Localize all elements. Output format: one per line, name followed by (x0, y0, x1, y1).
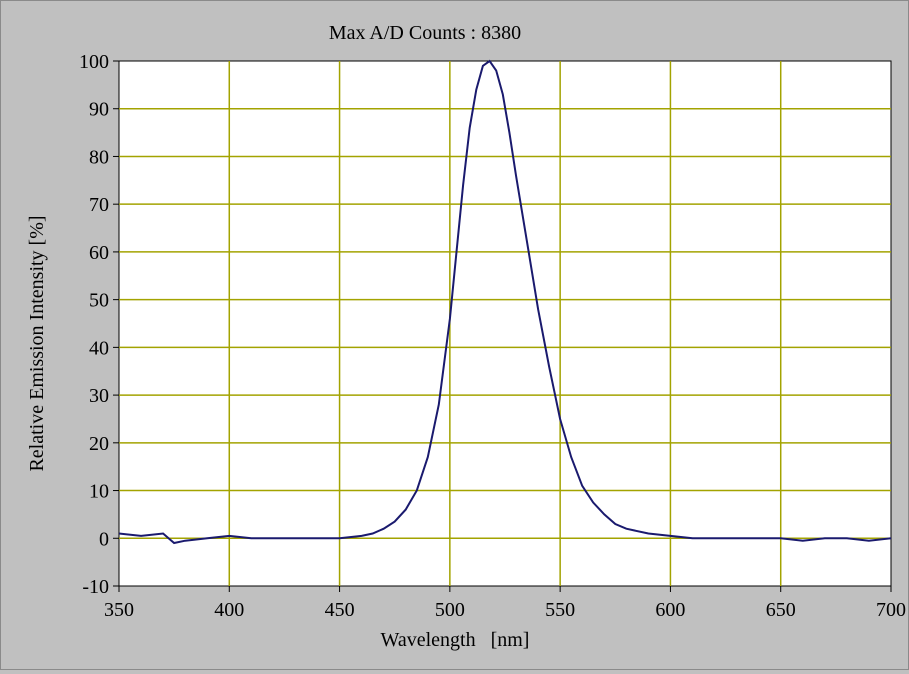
plot-area (118, 60, 892, 587)
y-tick-label: 10 (89, 481, 109, 503)
y-tick-label: 80 (89, 146, 109, 168)
axes: 350 400 450 500 550 600 650 700 -10 0 10 20 30 40 50 60… (79, 51, 906, 621)
x-axis-label: Wavelength [nm] (381, 629, 530, 651)
x-tick-label: 550 (545, 599, 575, 621)
x-tick-label: 400 (214, 599, 244, 621)
y-tick-label: 90 (89, 99, 109, 121)
y-tick-label: 40 (89, 337, 109, 359)
y-tick-label: 70 (89, 194, 109, 216)
x-tick-label: 700 (876, 599, 906, 621)
series-layer (118, 59, 892, 545)
x-tick-label: 650 (766, 599, 796, 621)
y-tick-label: -10 (82, 576, 109, 598)
y-tick-label: 0 (99, 528, 109, 550)
emission-spectrum-line (118, 59, 892, 545)
y-tick-label: 100 (79, 51, 109, 73)
y-tick-label: 20 (89, 433, 109, 455)
y-tick-label: 60 (89, 242, 109, 264)
x-tick-label: 600 (655, 599, 685, 621)
y-axis-label: Relative Emission Intensity [%] (26, 215, 48, 471)
x-tick-label: 500 (435, 599, 465, 621)
grid-lines (119, 61, 891, 586)
y-tick-label: 30 (89, 385, 109, 407)
x-tick-label: 350 (104, 599, 134, 621)
chart-title: Max A/D Counts : 8380 (329, 22, 521, 44)
x-tick-label: 450 (325, 599, 355, 621)
y-tick-label: 50 (89, 290, 109, 312)
